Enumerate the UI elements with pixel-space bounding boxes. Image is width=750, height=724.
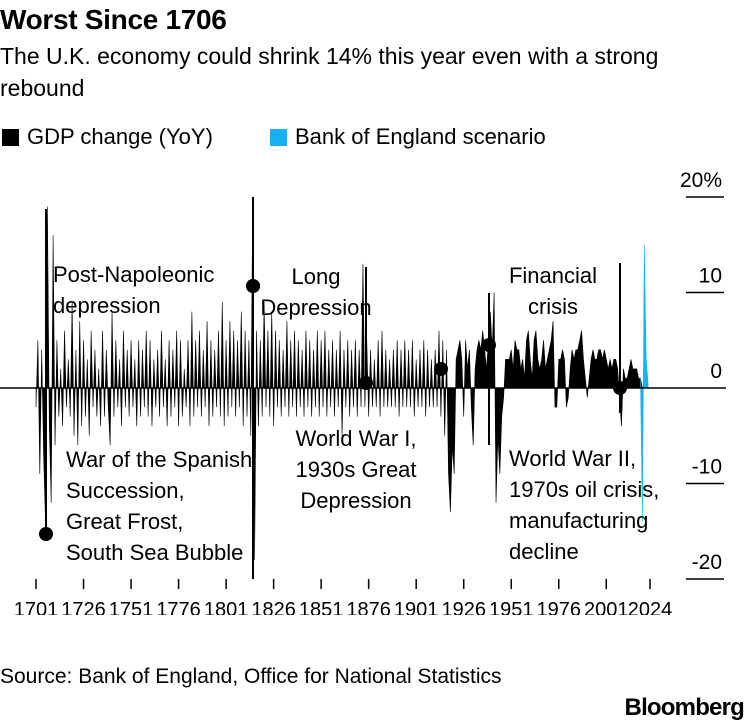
bloomberg-logo: Bloomberg: [624, 694, 745, 721]
x-tick-label: 1951: [489, 599, 534, 615]
y-tick-label: 0: [710, 360, 722, 383]
x-tick-label: 1826: [251, 599, 296, 615]
annotations-layer: War of the Spanish Succession, Great Frost…: [39, 197, 659, 579]
x-tick-label: 1726: [61, 599, 106, 615]
annotation-marker: [39, 527, 53, 541]
x-tick-label: 1926: [441, 599, 486, 615]
legend-item-boe: Bank of England scenario: [270, 124, 546, 150]
annotation-label: Long: [292, 264, 341, 289]
x-tick-label: 1776: [156, 599, 201, 615]
annotation-label: Financial: [509, 263, 597, 288]
x-tick-label: 1976: [537, 599, 582, 615]
y-tick-label: -20: [692, 551, 722, 574]
annotation-marker: [359, 376, 373, 390]
chart-subtitle: The U.K. economy could shrink 14% this y…: [0, 43, 659, 101]
annotation-label: Post-Napoleonic: [53, 262, 214, 287]
y-tick-label: 20%: [680, 169, 722, 192]
boe-scenario-area: [640, 244, 649, 522]
x-tick-label: 1801: [204, 599, 249, 615]
source-note: Source: Bank of England, Office for Nati…: [0, 665, 502, 688]
annotation-marker: [482, 338, 496, 352]
annotation-label: crisis: [528, 294, 578, 319]
x-tick-label: 1901: [394, 599, 439, 615]
x-tick-label: 1876: [346, 599, 391, 615]
x-tick-label: 2001: [584, 599, 629, 615]
annotation-label: World War II,: [509, 446, 636, 471]
y-tick-label: -10: [692, 456, 722, 479]
legend-swatch-gdp: [2, 128, 19, 146]
annotation-marker: [613, 381, 627, 395]
annotation-marker: [246, 279, 260, 293]
chart-title: Worst Since 1706: [0, 4, 227, 35]
annotation-marker: [434, 362, 448, 376]
y-tick-label: 10: [699, 265, 722, 288]
legend-swatch-boe: [270, 128, 287, 146]
annotation-label: Succession,: [66, 478, 185, 503]
bars-layer: [35, 196, 649, 560]
legend-item-gdp: GDP change (YoY): [2, 124, 213, 150]
x-tick-label: 1701: [14, 599, 59, 615]
legend-label-gdp: GDP change (YoY): [27, 124, 213, 149]
annotation-label: War of the Spanish: [66, 447, 252, 472]
x-tick-label: 2024: [628, 599, 673, 615]
annotation-label: manufacturing: [509, 508, 648, 533]
annotation-label: Great Frost,: [66, 509, 183, 534]
chart-plot: 20% 10 0 -10 -20 1701 1726 1751 1776 1801 1826 1851…: [0, 169, 726, 615]
annotation-label: Depression: [300, 488, 411, 513]
annotation-label: 1970s oil crisis,: [509, 477, 659, 502]
annotation-label: 1930s Great: [295, 457, 416, 482]
annotation-label: depression: [53, 293, 161, 318]
annotation-label: South Sea Bubble: [66, 540, 243, 565]
legend-label-boe: Bank of England scenario: [295, 124, 546, 149]
annotation-label: World War I,: [295, 426, 416, 451]
x-tick-label: 1851: [299, 599, 344, 615]
x-tick-label: 1751: [109, 599, 154, 615]
annotation-label: decline: [509, 539, 579, 564]
annotation-label: Depression: [260, 295, 371, 320]
gdp-series-area: [35, 196, 643, 560]
